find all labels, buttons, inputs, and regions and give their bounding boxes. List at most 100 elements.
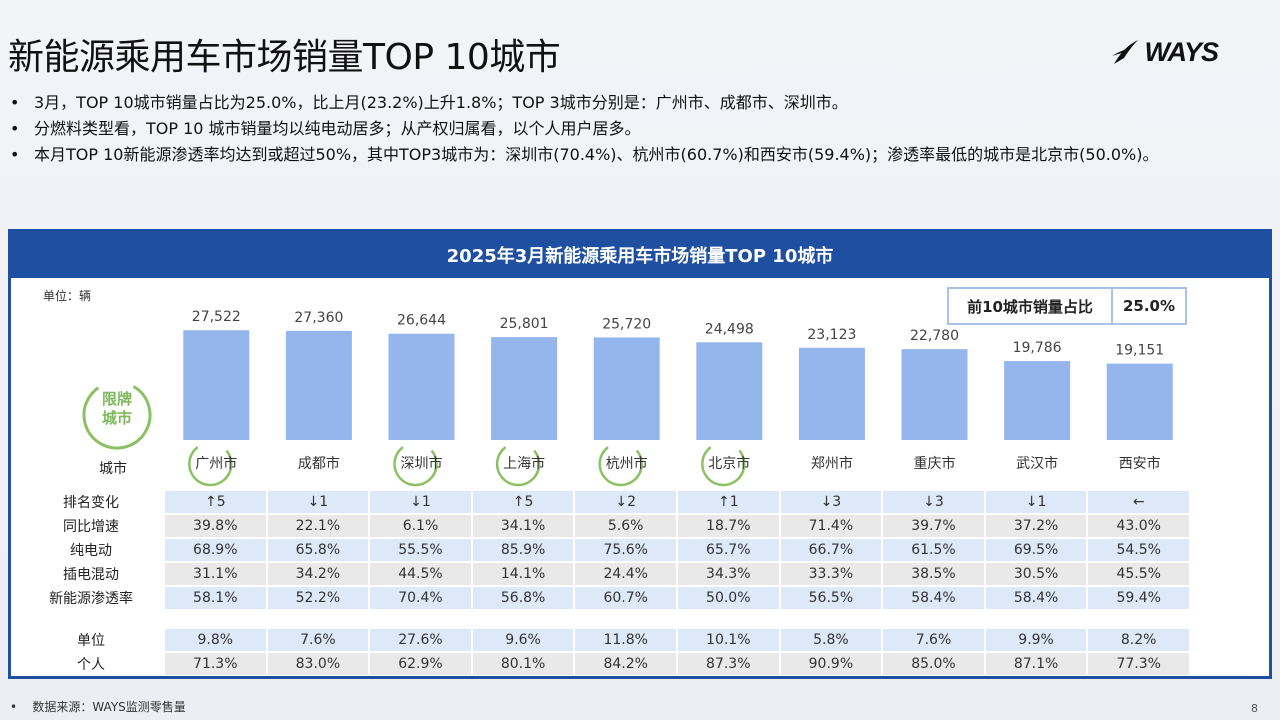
bar-value-label: 23,123 [807, 327, 856, 343]
table-cell: ← [1088, 491, 1189, 513]
page-number: 8 [1251, 702, 1258, 715]
table-cell: 45.5% [1088, 563, 1189, 585]
table-cell: 68.9% [165, 539, 266, 561]
table-cell: 55.5% [370, 539, 471, 561]
table-cell: 58.1% [165, 587, 266, 609]
table-cell: ↑5 [165, 491, 266, 513]
bar-chart: 27,522 广州市 27,360 成都市 26,644 深圳市 25,801 上海市 25,7… [183, 309, 1173, 487]
table-cell: 80.1% [472, 653, 574, 675]
table-cell: ↓1 [267, 491, 369, 513]
table-cell: 59.4% [1088, 587, 1189, 609]
bullet-item: 本月TOP 10新能源渗透率均达到或超过50%，其中TOP3城市为：深圳市(70… [10, 144, 1240, 165]
table-cell: 87.1% [985, 653, 1087, 675]
table-row-label: 纯电动 [70, 543, 112, 559]
city-row-label: 城市 [99, 461, 127, 477]
table-cell: 34.1% [472, 515, 574, 537]
bar-深圳市 [388, 333, 455, 440]
table-cell: 11.8% [575, 629, 676, 651]
bullet-item: 分燃料类型看，TOP 10 城市销量均以纯电动居多；从产权归属看，以个人用户居多… [10, 118, 1240, 139]
city-label: 西安市 [1119, 455, 1161, 472]
table-row-label: 插电混动 [63, 567, 119, 583]
summary-bullets: 3月，TOP 10城市销量占比为25.0%，比上月(23.2%)上升1.8%；T… [10, 92, 1240, 170]
table-row-label: 个人 [77, 657, 105, 673]
table-row-label: 新能源渗透率 [49, 591, 133, 607]
table-cell: 43.0% [1088, 515, 1189, 537]
badge-line: 限牌 [101, 390, 132, 408]
table-cell: 44.5% [370, 563, 471, 585]
bar-杭州市 [593, 337, 660, 440]
table-cell: 52.2% [267, 587, 369, 609]
table-cell: 6.1% [370, 515, 471, 537]
table-cell: ↑5 [472, 491, 574, 513]
ways-logo-icon [1112, 40, 1139, 64]
bar-北京市 [696, 342, 763, 440]
table-cell: 90.9% [780, 653, 882, 675]
table-cell: 54.5% [1088, 539, 1189, 561]
restricted-city-marker-icon [393, 441, 438, 487]
table-cell: 71.4% [780, 515, 882, 537]
bar-value-label: 27,360 [294, 310, 343, 326]
table-cell: 87.3% [678, 653, 779, 675]
source-bullet: • [10, 700, 33, 714]
table-row-label: 单位 [77, 633, 105, 649]
unit-label: 单位：辆 [43, 289, 92, 303]
city-label: 上海市 [503, 455, 545, 472]
table-cell: 39.7% [883, 515, 984, 537]
table-cell: 9.8% [165, 629, 266, 651]
table-cell: 7.6% [883, 629, 984, 651]
restricted-city-marker-icon [495, 441, 541, 487]
share-label: 前10城市销量占比 [949, 289, 1113, 323]
table-cell: 38.5% [883, 563, 984, 585]
bar-广州市 [183, 330, 250, 440]
restricted-city-badge-text: 限牌 城市 [79, 390, 155, 428]
table-cell: ↓1 [985, 491, 1087, 513]
table-cell: 85.0% [883, 653, 984, 675]
ways-logo-text: WAYS [1144, 36, 1219, 67]
table-cell: 58.4% [883, 587, 984, 609]
bar-武汉市 [1004, 361, 1071, 440]
table-cell: ↓1 [370, 491, 471, 513]
table-row-label: 排名变化 [63, 495, 119, 511]
table-cell: 33.3% [780, 563, 882, 585]
chart-panel: 2025年3月新能源乘用车市场销量TOP 10城市 单位：辆 前10城市销量占比… [8, 229, 1272, 679]
bar-重庆市 [901, 349, 968, 440]
table-cell: 71.3% [165, 653, 266, 675]
ways-logo: WAYS [1110, 36, 1219, 68]
city-label: 重庆市 [914, 455, 956, 472]
table-cell: 69.5% [985, 539, 1087, 561]
bar-value-label: 26,644 [397, 313, 446, 329]
source-text: 数据来源：WAYS监测零售量 [32, 700, 186, 714]
table-cell: 30.5% [985, 563, 1087, 585]
city-label: 杭州市 [606, 455, 648, 472]
table-cell: 50.0% [678, 587, 779, 609]
page-title: 新能源乘用车市场销量TOP 10城市 [8, 37, 561, 78]
bar-成都市 [285, 330, 352, 440]
table-cell: 18.7% [678, 515, 779, 537]
table-cell: 31.1% [165, 563, 266, 585]
panel-title: 2025年3月新能源乘用车市场销量TOP 10城市 [11, 232, 1269, 278]
bar-value-label: 22,780 [910, 328, 959, 344]
city-label: 北京市 [708, 455, 750, 472]
table-cell: 34.3% [678, 563, 779, 585]
bar-value-label: 19,151 [1115, 343, 1164, 359]
table-cell: 27.6% [370, 629, 471, 651]
table-cell: 5.8% [780, 629, 882, 651]
table-cell: 22.1% [267, 515, 369, 537]
share-value: 25.0% [1122, 297, 1176, 315]
bar-value-label: 25,720 [602, 316, 651, 332]
table-cell: ↓3 [780, 491, 882, 513]
bar-value-label: 25,801 [500, 316, 549, 332]
table-cell: 39.8% [165, 515, 266, 537]
table-cell: 65.7% [678, 539, 779, 561]
table-cell: 84.2% [575, 653, 676, 675]
table-cell: ↑1 [678, 491, 779, 513]
data-source: • 数据来源：WAYS监测零售量 [10, 698, 186, 715]
restricted-city-badge-icon [82, 380, 152, 450]
table-cell: 58.4% [985, 587, 1087, 609]
city-label: 郑州市 [811, 455, 853, 472]
bar-上海市 [491, 337, 558, 440]
restricted-city-marker-icon [188, 441, 233, 487]
city-label: 广州市 [195, 455, 237, 472]
table-cell: 56.5% [780, 587, 882, 609]
top10-share-box: 前10城市销量占比 25.0% [947, 287, 1187, 325]
